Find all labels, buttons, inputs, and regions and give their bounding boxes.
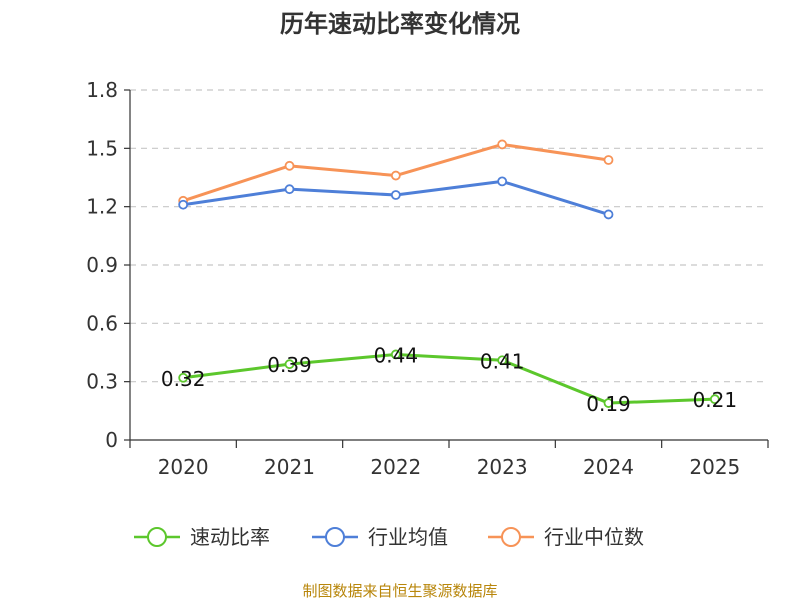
x-tick-label: 2023 bbox=[477, 455, 528, 479]
y-tick-label: 0 bbox=[105, 428, 118, 452]
y-tick-label: 1.2 bbox=[86, 195, 118, 219]
legend-item-2[interactable]: 行业中位数 bbox=[488, 525, 644, 549]
data-label: 0.44 bbox=[374, 343, 419, 367]
data-point bbox=[709, 394, 720, 405]
data-point bbox=[284, 359, 295, 370]
data-point bbox=[390, 190, 401, 200]
legend-label: 速动比率 bbox=[190, 525, 270, 549]
series-0 bbox=[178, 349, 720, 408]
x-tick-label: 2021 bbox=[264, 455, 315, 479]
legend-label: 行业均值 bbox=[368, 525, 448, 549]
series-2 bbox=[178, 139, 614, 206]
axes: 0 0.3 0.6 0.9 1.2 1.5 1.8 2020 2021 2022 2023 2024 2… bbox=[86, 78, 769, 479]
data-label: 0.39 bbox=[267, 353, 312, 377]
x-tick-label: 2020 bbox=[158, 455, 209, 479]
grid bbox=[130, 89, 768, 383]
source-note: 制图数据来自恒生聚源数据库 bbox=[302, 582, 497, 600]
data-point bbox=[390, 170, 401, 181]
data-point bbox=[284, 160, 295, 171]
x-tick-label: 2024 bbox=[583, 455, 634, 479]
series-line bbox=[182, 352, 715, 405]
data-point bbox=[284, 184, 295, 195]
legend-swatch-marker bbox=[325, 527, 345, 547]
data-labels: 0.32 0.39 0.44 0.41 0.19 0.21 bbox=[161, 343, 737, 416]
x-tick-label: 2025 bbox=[689, 455, 740, 479]
data-label: 0.19 bbox=[586, 392, 631, 416]
series-group bbox=[178, 139, 720, 408]
y-tick-label: 0.3 bbox=[86, 370, 118, 394]
legend-label: 行业中位数 bbox=[544, 525, 644, 549]
data-point bbox=[390, 349, 401, 360]
x-tick-label: 2022 bbox=[370, 455, 421, 479]
data-point bbox=[497, 139, 508, 150]
data-label: 0.41 bbox=[480, 349, 525, 373]
data-point bbox=[603, 398, 614, 408]
data-point bbox=[497, 176, 508, 187]
data-point bbox=[178, 372, 189, 383]
data-label: 0.32 bbox=[161, 367, 206, 391]
series-1 bbox=[178, 176, 614, 220]
data-label: 0.21 bbox=[693, 388, 738, 412]
legend-item-0[interactable]: 速动比率 bbox=[134, 525, 270, 549]
y-tick-label: 0.6 bbox=[86, 311, 118, 335]
legend-swatch-marker bbox=[501, 527, 521, 547]
data-point bbox=[178, 199, 189, 210]
data-point bbox=[603, 155, 614, 165]
y-tick-label: 1.5 bbox=[86, 136, 118, 160]
data-point bbox=[497, 355, 508, 366]
y-tick-label: 0.9 bbox=[86, 253, 118, 277]
legend[interactable]: 速动比率 行业均值 行业中位数 bbox=[134, 525, 644, 549]
legend-swatch-marker bbox=[147, 527, 167, 547]
chart-title: 历年速动比率变化情况 bbox=[280, 10, 520, 38]
data-point bbox=[603, 209, 614, 220]
legend-item-1[interactable]: 行业均值 bbox=[312, 525, 448, 549]
y-tick-label: 1.8 bbox=[86, 78, 118, 102]
